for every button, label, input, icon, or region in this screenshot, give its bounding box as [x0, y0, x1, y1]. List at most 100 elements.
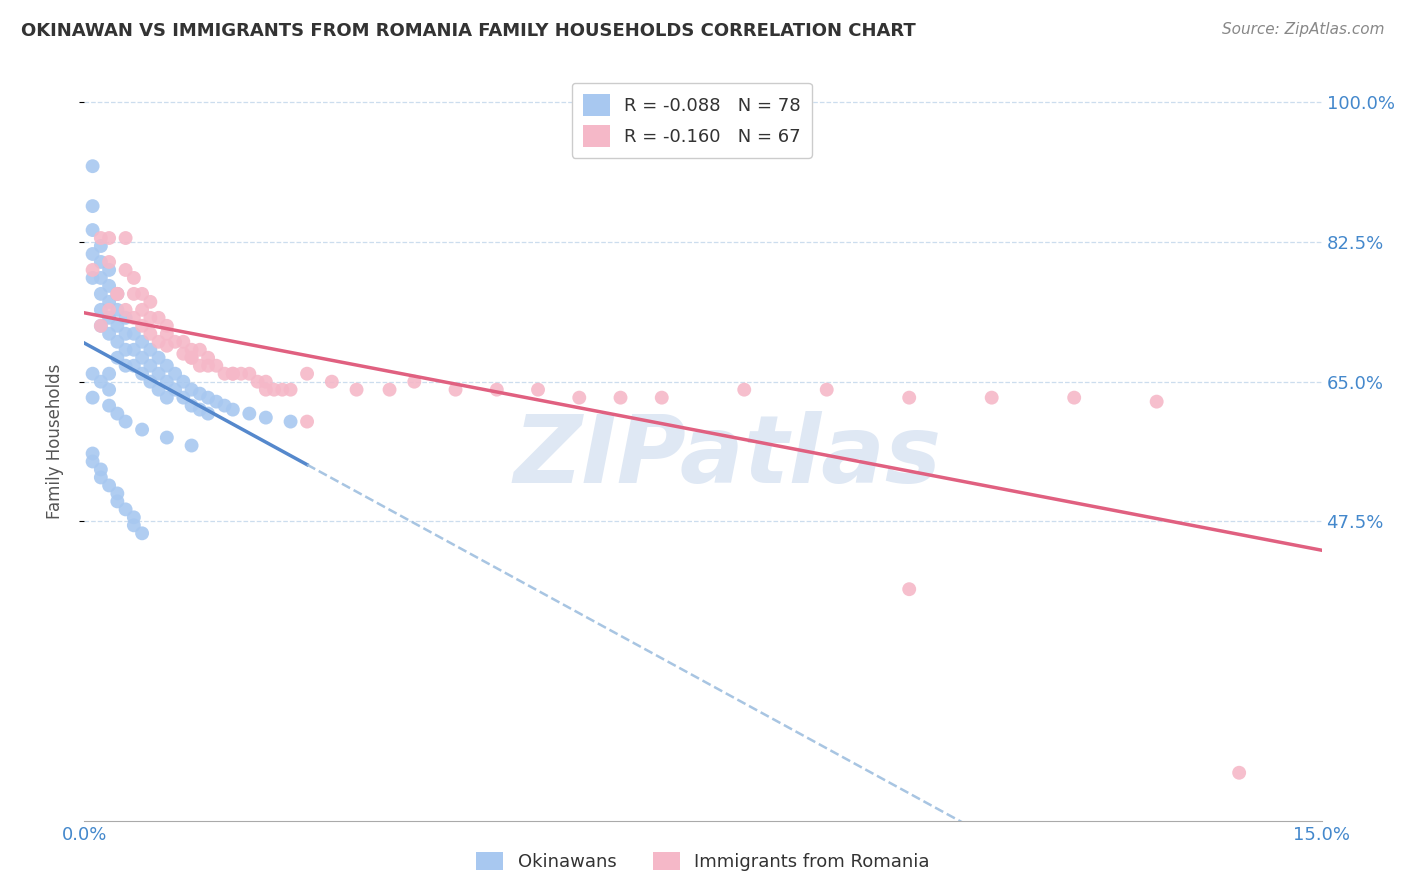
Text: OKINAWAN VS IMMIGRANTS FROM ROMANIA FAMILY HOUSEHOLDS CORRELATION CHART: OKINAWAN VS IMMIGRANTS FROM ROMANIA FAMI… [21, 22, 915, 40]
Point [815, 383, 838, 397]
Point [98, 231, 121, 245]
Point [651, 391, 673, 405]
Point [238, 367, 260, 381]
Point [222, 402, 245, 417]
Point [404, 375, 426, 389]
Point [98, 383, 121, 397]
Point [609, 391, 631, 405]
Point [139, 375, 162, 389]
Point [105, 494, 128, 508]
Point [246, 375, 269, 389]
Point [139, 326, 162, 341]
Point [122, 271, 145, 285]
Point [180, 399, 202, 413]
Point [527, 383, 550, 397]
Point [105, 351, 128, 365]
Point [180, 351, 202, 365]
Point [197, 391, 219, 405]
Point [1227, 765, 1250, 780]
Point [165, 334, 187, 349]
Point [222, 367, 245, 381]
Point [214, 399, 236, 413]
Point [105, 286, 128, 301]
Point [114, 415, 136, 429]
Point [165, 383, 187, 397]
Point [980, 391, 1002, 405]
Point [98, 478, 121, 492]
Point [90, 239, 112, 253]
Point [105, 407, 128, 421]
Point [172, 334, 194, 349]
Point [139, 294, 162, 309]
Point [254, 375, 277, 389]
Point [122, 510, 145, 524]
Point [105, 286, 128, 301]
Point [98, 399, 121, 413]
Point [188, 402, 211, 417]
Point [98, 255, 121, 269]
Point [82, 271, 104, 285]
Point [131, 302, 153, 317]
Point [131, 286, 153, 301]
Point [214, 367, 236, 381]
Point [139, 359, 162, 373]
Point [114, 263, 136, 277]
Point [82, 263, 104, 277]
Point [90, 318, 112, 333]
Point [205, 394, 228, 409]
Text: ZIPatlas: ZIPatlas [513, 410, 942, 503]
Point [172, 391, 194, 405]
Point [131, 526, 153, 541]
Point [90, 302, 112, 317]
Point [188, 386, 211, 401]
Point [156, 318, 179, 333]
Point [82, 199, 104, 213]
Point [82, 223, 104, 237]
Point [82, 454, 104, 468]
Point [114, 343, 136, 357]
Point [346, 383, 368, 397]
Point [156, 431, 179, 445]
Y-axis label: Family Households: Family Households [45, 364, 63, 519]
Point [156, 391, 179, 405]
Point [295, 367, 318, 381]
Point [90, 231, 112, 245]
Point [131, 423, 153, 437]
Point [122, 343, 145, 357]
Point [321, 375, 343, 389]
Point [180, 438, 202, 452]
Point [122, 326, 145, 341]
Point [98, 263, 121, 277]
Point [98, 367, 121, 381]
Point [188, 359, 211, 373]
Point [148, 334, 170, 349]
Point [197, 351, 219, 365]
Point [90, 286, 112, 301]
Point [131, 351, 153, 365]
Point [122, 518, 145, 533]
Point [1063, 391, 1085, 405]
Point [105, 302, 128, 317]
Point [378, 383, 401, 397]
Point [172, 347, 194, 361]
Point [733, 383, 755, 397]
Point [131, 367, 153, 381]
Point [205, 359, 228, 373]
Point [180, 351, 202, 365]
Point [98, 294, 121, 309]
Legend: Okinawans, Immigrants from Romania: Okinawans, Immigrants from Romania [470, 845, 936, 879]
Legend: R = -0.088   N = 78, R = -0.160   N = 67: R = -0.088 N = 78, R = -0.160 N = 67 [572, 83, 811, 158]
Point [165, 367, 187, 381]
Point [197, 407, 219, 421]
Point [139, 310, 162, 325]
Point [156, 326, 179, 341]
Point [238, 407, 260, 421]
Point [82, 446, 104, 460]
Point [568, 391, 591, 405]
Point [98, 302, 121, 317]
Point [90, 470, 112, 484]
Point [90, 271, 112, 285]
Point [229, 367, 252, 381]
Point [898, 391, 921, 405]
Point [105, 486, 128, 500]
